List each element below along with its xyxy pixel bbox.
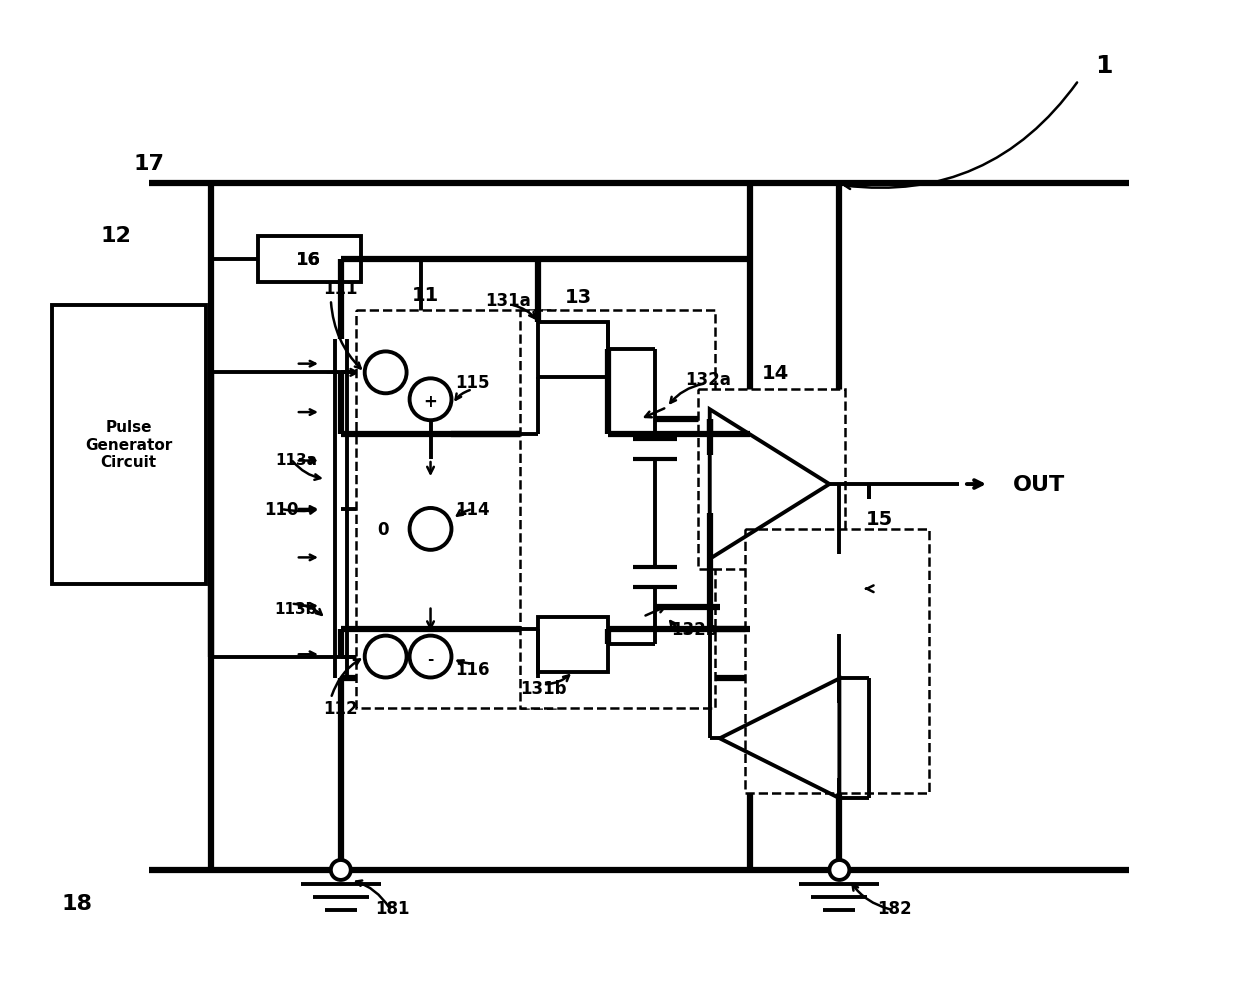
- Bar: [521, 310, 714, 709]
- Text: 12: 12: [100, 226, 131, 246]
- Text: 182: 182: [877, 899, 911, 916]
- Text: 113a: 113a: [275, 452, 317, 467]
- Text: 131a: 131a: [485, 291, 531, 309]
- Text: 0: 0: [377, 521, 388, 539]
- Text: 132a: 132a: [684, 371, 730, 389]
- Circle shape: [830, 860, 849, 880]
- Bar: [745, 530, 929, 793]
- Text: 15: 15: [866, 510, 893, 529]
- Text: 14: 14: [761, 364, 789, 383]
- Text: -: -: [428, 651, 434, 666]
- Text: Pulse
Generator
Circuit: Pulse Generator Circuit: [84, 419, 172, 469]
- Text: +: +: [424, 393, 438, 411]
- Bar: [52, 305, 206, 584]
- Text: 112: 112: [324, 700, 358, 718]
- Bar: [698, 390, 846, 570]
- Circle shape: [409, 636, 451, 678]
- Text: 1: 1: [1095, 54, 1112, 79]
- Text: 110: 110: [264, 500, 298, 519]
- Text: 17: 17: [134, 154, 165, 174]
- Text: 11: 11: [412, 286, 439, 305]
- Text: 16: 16: [296, 250, 321, 268]
- Text: 18: 18: [61, 893, 92, 912]
- Text: 114: 114: [455, 500, 490, 519]
- Text: 13: 13: [564, 288, 591, 307]
- Text: 115: 115: [455, 374, 490, 392]
- Text: 16: 16: [296, 250, 321, 268]
- Text: 132b: 132b: [672, 620, 718, 638]
- Circle shape: [365, 352, 407, 394]
- Bar: [258, 237, 361, 282]
- Bar: [356, 310, 556, 709]
- Circle shape: [409, 379, 451, 420]
- Text: 181: 181: [376, 899, 410, 916]
- Text: 111: 111: [324, 279, 358, 297]
- Text: OUT: OUT: [1013, 474, 1065, 495]
- Bar: [538, 323, 608, 378]
- Text: 131b: 131b: [520, 680, 567, 698]
- Circle shape: [409, 509, 451, 551]
- Circle shape: [365, 636, 407, 678]
- Bar: [538, 617, 608, 672]
- Text: 116: 116: [455, 660, 490, 678]
- Text: 113b: 113b: [274, 601, 317, 616]
- Circle shape: [331, 860, 351, 880]
